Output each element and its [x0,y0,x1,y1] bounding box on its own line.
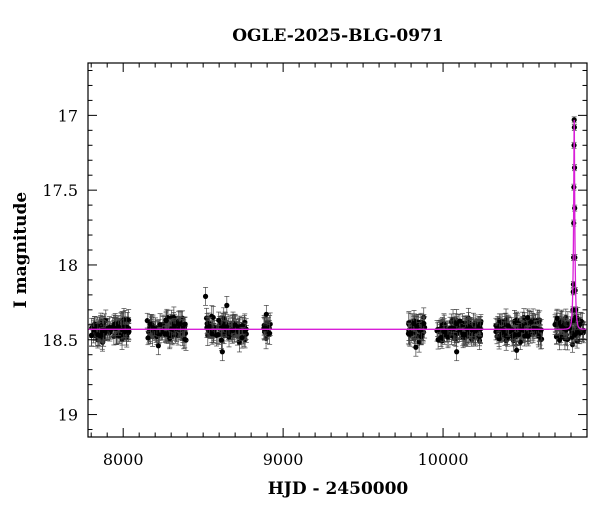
data-point [156,332,163,338]
data-point [182,321,188,327]
data-point [182,336,188,342]
data-point [525,314,531,321]
data-point [554,315,560,321]
data-point [559,324,565,330]
data-point [202,293,209,299]
data-point [457,318,463,324]
data-point [122,329,128,335]
data-point [528,319,534,325]
data-point [101,327,107,333]
x-tick-label: 9000 [263,450,304,469]
chart-title: OGLE-2025-BLG-0971 [232,26,444,46]
data-point [239,335,245,341]
data-point [441,328,447,335]
x-axis-label: HJD - 2450000 [268,479,409,499]
data-point [525,333,531,339]
data-point [163,318,169,324]
data-point [503,333,509,339]
data-point [408,330,414,336]
x-tick-label: 10000 [418,450,469,469]
data-point [218,337,225,343]
data-point [438,334,444,341]
data-point [229,327,236,333]
y-tick-label: 17 [58,106,78,125]
data-point [162,331,169,337]
data-point [216,317,222,323]
data-point [413,344,419,350]
data-point [124,316,130,323]
data-point [95,332,101,338]
data-point [517,339,523,345]
plot-area [88,116,587,362]
data-point [515,320,521,326]
x-tick-label: 8000 [103,450,144,469]
data-point [418,334,424,340]
data-point [421,320,427,327]
data-point [263,311,269,317]
data-point [224,324,230,330]
data-point [155,343,161,349]
data-point [236,339,243,345]
data-point [411,320,417,327]
data-point [462,331,468,338]
data-point [496,336,502,342]
data-point [267,330,273,336]
data-point [210,314,216,321]
data-point [177,321,184,327]
data-point [503,328,509,335]
data-point [215,331,221,338]
data-point [452,330,458,336]
data-point [203,315,210,321]
data-point [494,325,500,331]
data-point [224,302,230,308]
data-point [519,322,525,329]
data-point [516,331,522,338]
data-point [556,337,563,343]
y-tick-label: 18.5 [42,331,78,350]
y-axis-label: I magnitude [11,192,31,309]
y-tick-label: 17.5 [42,181,78,200]
data-point [145,335,151,341]
y-tick-label: 18 [58,256,78,275]
data-point [514,347,520,353]
data-point [157,321,163,328]
data-point [88,332,95,339]
model-curve [88,119,587,330]
plot-frame [87,62,588,438]
data-point [416,339,422,345]
data-point [530,325,536,332]
data-point [575,329,581,335]
data-point [536,333,542,339]
data-point [454,349,460,355]
y-tick-label: 19 [58,406,78,425]
data-point [209,331,215,337]
data-point [219,349,225,355]
data-point [115,324,121,330]
data-point [261,325,267,331]
axis-ticks: 8000 9000 10000 17 17.5 18 18.5 19 [42,63,588,469]
data-point [505,323,511,329]
